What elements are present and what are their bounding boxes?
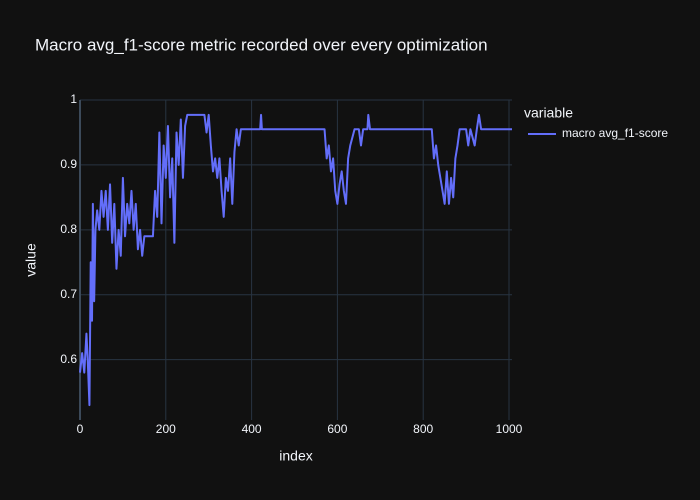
x-axis-title: index (279, 448, 312, 464)
y-tick-label: 0.7 (60, 287, 77, 301)
y-tick-label: 0.6 (60, 352, 77, 366)
chart-title: Macro avg_f1-score metric recorded over … (35, 35, 488, 54)
x-tick-label: 400 (242, 422, 262, 436)
x-tick-label: 800 (413, 422, 433, 436)
y-tick-label: 0.8 (60, 222, 77, 236)
x-tick-label: 200 (156, 422, 176, 436)
x-tick-label: 600 (327, 422, 347, 436)
x-tick-label: 0 (77, 422, 84, 436)
x-tick-label: 1000 (496, 422, 523, 436)
y-axis-title: value (23, 243, 39, 277)
legend-title: variable (524, 105, 573, 121)
legend-label: macro avg_f1-score (562, 126, 668, 140)
y-tick-label: 0.9 (60, 157, 77, 171)
y-tick-label: 1 (70, 92, 77, 106)
line-series (79, 113, 512, 407)
